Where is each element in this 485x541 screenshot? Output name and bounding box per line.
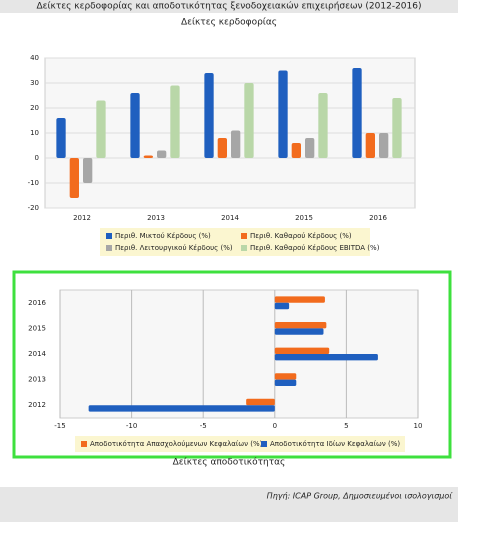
y-tick-label: 0	[35, 154, 39, 162]
bar	[305, 138, 315, 158]
legend-swatch	[106, 245, 112, 251]
bar	[274, 347, 330, 354]
y-tick-label: 30	[30, 79, 39, 87]
legend-swatch	[241, 233, 247, 239]
y-tick-label: 40	[30, 54, 39, 62]
bar	[274, 354, 378, 361]
page-title: Δείκτες κερδοφορίας και αποδοτικότητας ξ…	[36, 1, 421, 12]
bar	[130, 93, 140, 158]
y-tick-label: 10	[30, 129, 39, 137]
x-tick-label: 0	[273, 422, 277, 430]
bar	[274, 379, 297, 386]
x-tick-label: 2015	[295, 214, 313, 222]
chart-title: Δείκτες κερδοφορίας	[181, 18, 277, 28]
bar	[278, 70, 288, 158]
bar	[274, 328, 324, 335]
bar	[291, 143, 301, 158]
bar	[157, 150, 167, 158]
x-tick-label: 2016	[369, 214, 387, 222]
bar	[274, 302, 290, 310]
legend-swatch	[81, 441, 87, 447]
legend-swatch	[241, 245, 247, 251]
y-tick-label: 20	[30, 104, 39, 112]
x-tick-label: -5	[200, 422, 207, 430]
bar	[170, 85, 180, 158]
highlight-box	[12, 270, 452, 459]
legend-label: Περιθ. Λειτουργικού Κέρδους (%)	[115, 244, 233, 252]
bar	[379, 133, 389, 158]
bar	[69, 158, 79, 198]
bar	[244, 83, 254, 158]
legend-swatch	[106, 233, 112, 239]
bar	[392, 98, 402, 158]
legend-label: Περιθ. Μικτού Κέρδους (%)	[115, 232, 211, 240]
legend-label: Περιθ. Καθαρού Κέρδους EBITDA (%)	[250, 244, 380, 252]
bar	[88, 405, 275, 412]
x-tick-label: -15	[54, 422, 65, 430]
x-tick-label: -10	[126, 422, 137, 430]
bar	[274, 322, 327, 329]
legend-label: Περιθ. Καθαρού Κέρδους (%)	[250, 232, 352, 240]
bar	[365, 133, 375, 158]
legend-label: Αποδοτικότητα Ιδίων Κεφαλαίων (%)	[270, 440, 400, 448]
bar	[231, 130, 241, 158]
y-tick-label: -10	[28, 179, 39, 187]
legend-box	[75, 436, 405, 452]
bar	[204, 73, 214, 158]
x-tick-label: 2014	[221, 214, 239, 222]
bar	[56, 118, 66, 158]
source: Πηγή: ICAP Group, Δημοσιευμένοι ισολογισ…	[267, 491, 454, 501]
bar	[352, 68, 362, 158]
y-tick-label: 2014	[28, 350, 46, 358]
y-tick-label: 2012	[28, 401, 46, 409]
bar	[318, 93, 328, 158]
bar	[217, 138, 227, 158]
x-tick-label: 2012	[73, 214, 91, 222]
y-tick-label: 2013	[28, 376, 46, 384]
bar	[246, 398, 275, 406]
bar	[274, 296, 325, 303]
x-tick-label: 2013	[147, 214, 165, 222]
y-tick-label: 2015	[28, 324, 46, 332]
bar	[83, 158, 93, 183]
footer-bar	[0, 487, 458, 522]
x-tick-label: 10	[414, 422, 423, 430]
y-tick-label: 2016	[28, 299, 46, 307]
bar	[96, 100, 106, 158]
x-tick-label: 5	[344, 422, 348, 430]
y-tick-label: -20	[28, 204, 39, 212]
legend-swatch	[261, 441, 267, 447]
legend-label: Αποδοτικότητα Απασχολούμενων Κεφαλαίων (…	[90, 440, 263, 448]
chart-title: Δείκτες αποδοτικότητας	[173, 457, 286, 468]
legend-box	[100, 228, 370, 256]
bar	[274, 373, 297, 380]
bar	[143, 155, 153, 158]
header-bar	[0, 0, 458, 13]
